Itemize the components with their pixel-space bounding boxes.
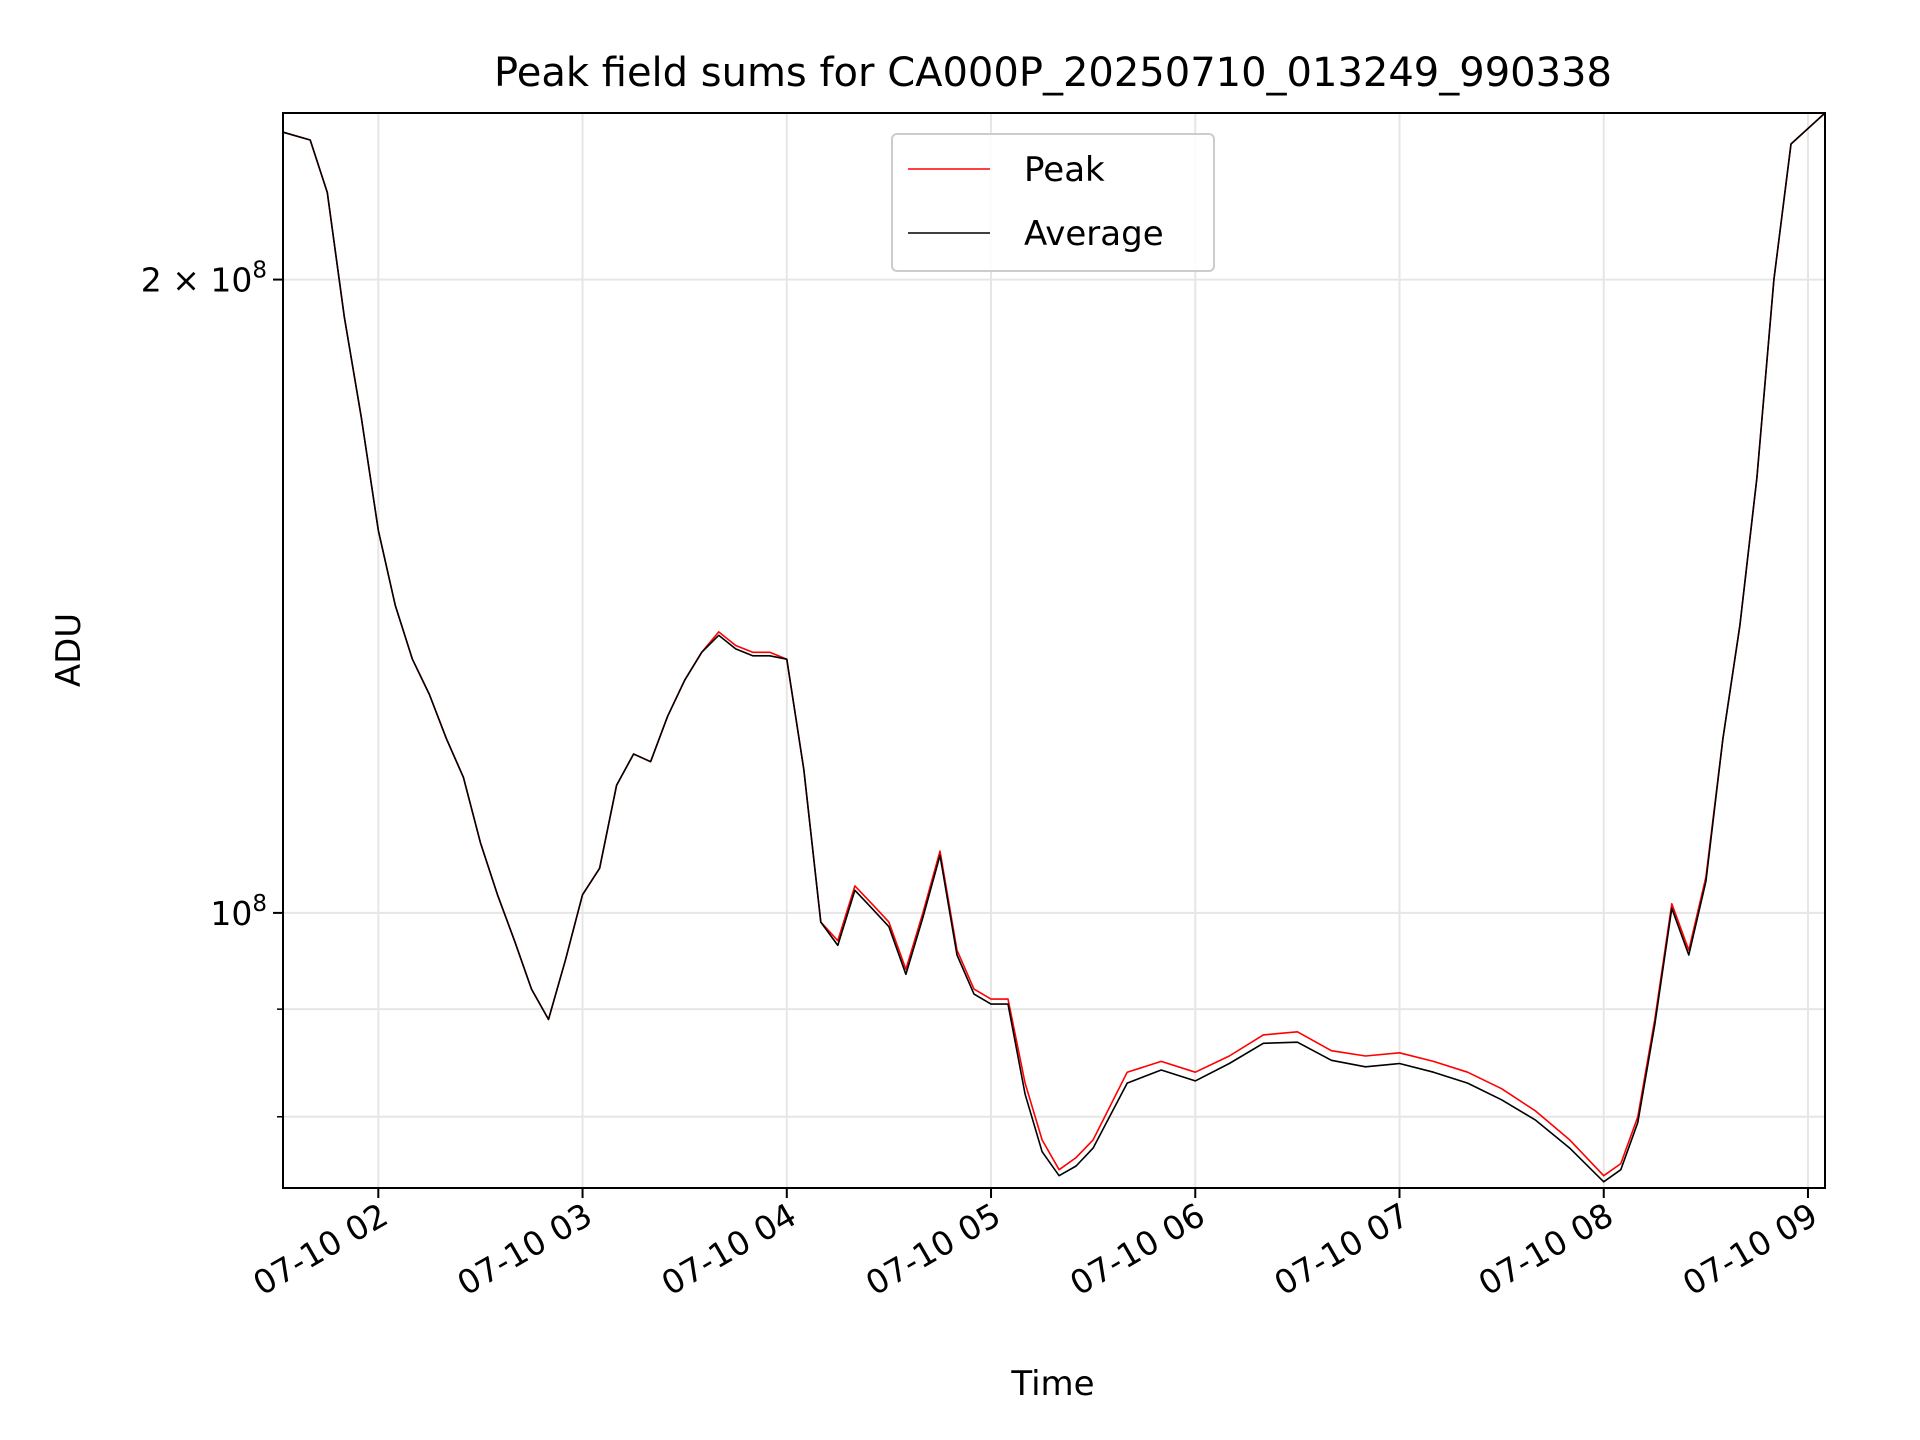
y-tick-label: 108 — [210, 891, 267, 933]
series-layer — [282, 112, 1826, 1183]
y-axis: 108 2 × 108 — [141, 258, 283, 1118]
legend: Peak Average — [891, 133, 1215, 272]
y-tick-label: 2 × 108 — [141, 258, 267, 300]
y-axis-title: ADU — [49, 613, 89, 687]
legend-label-average: Average — [1024, 214, 1164, 254]
x-axis-title: Time — [1010, 1364, 1094, 1404]
series-line-average — [282, 112, 1826, 1183]
plot-frame — [282, 112, 1826, 1189]
grid — [283, 113, 1825, 1188]
chart-title: Peak field sums for CA000P_20250710_0132… — [494, 50, 1612, 96]
legend-label-peak: Peak — [1024, 150, 1105, 190]
